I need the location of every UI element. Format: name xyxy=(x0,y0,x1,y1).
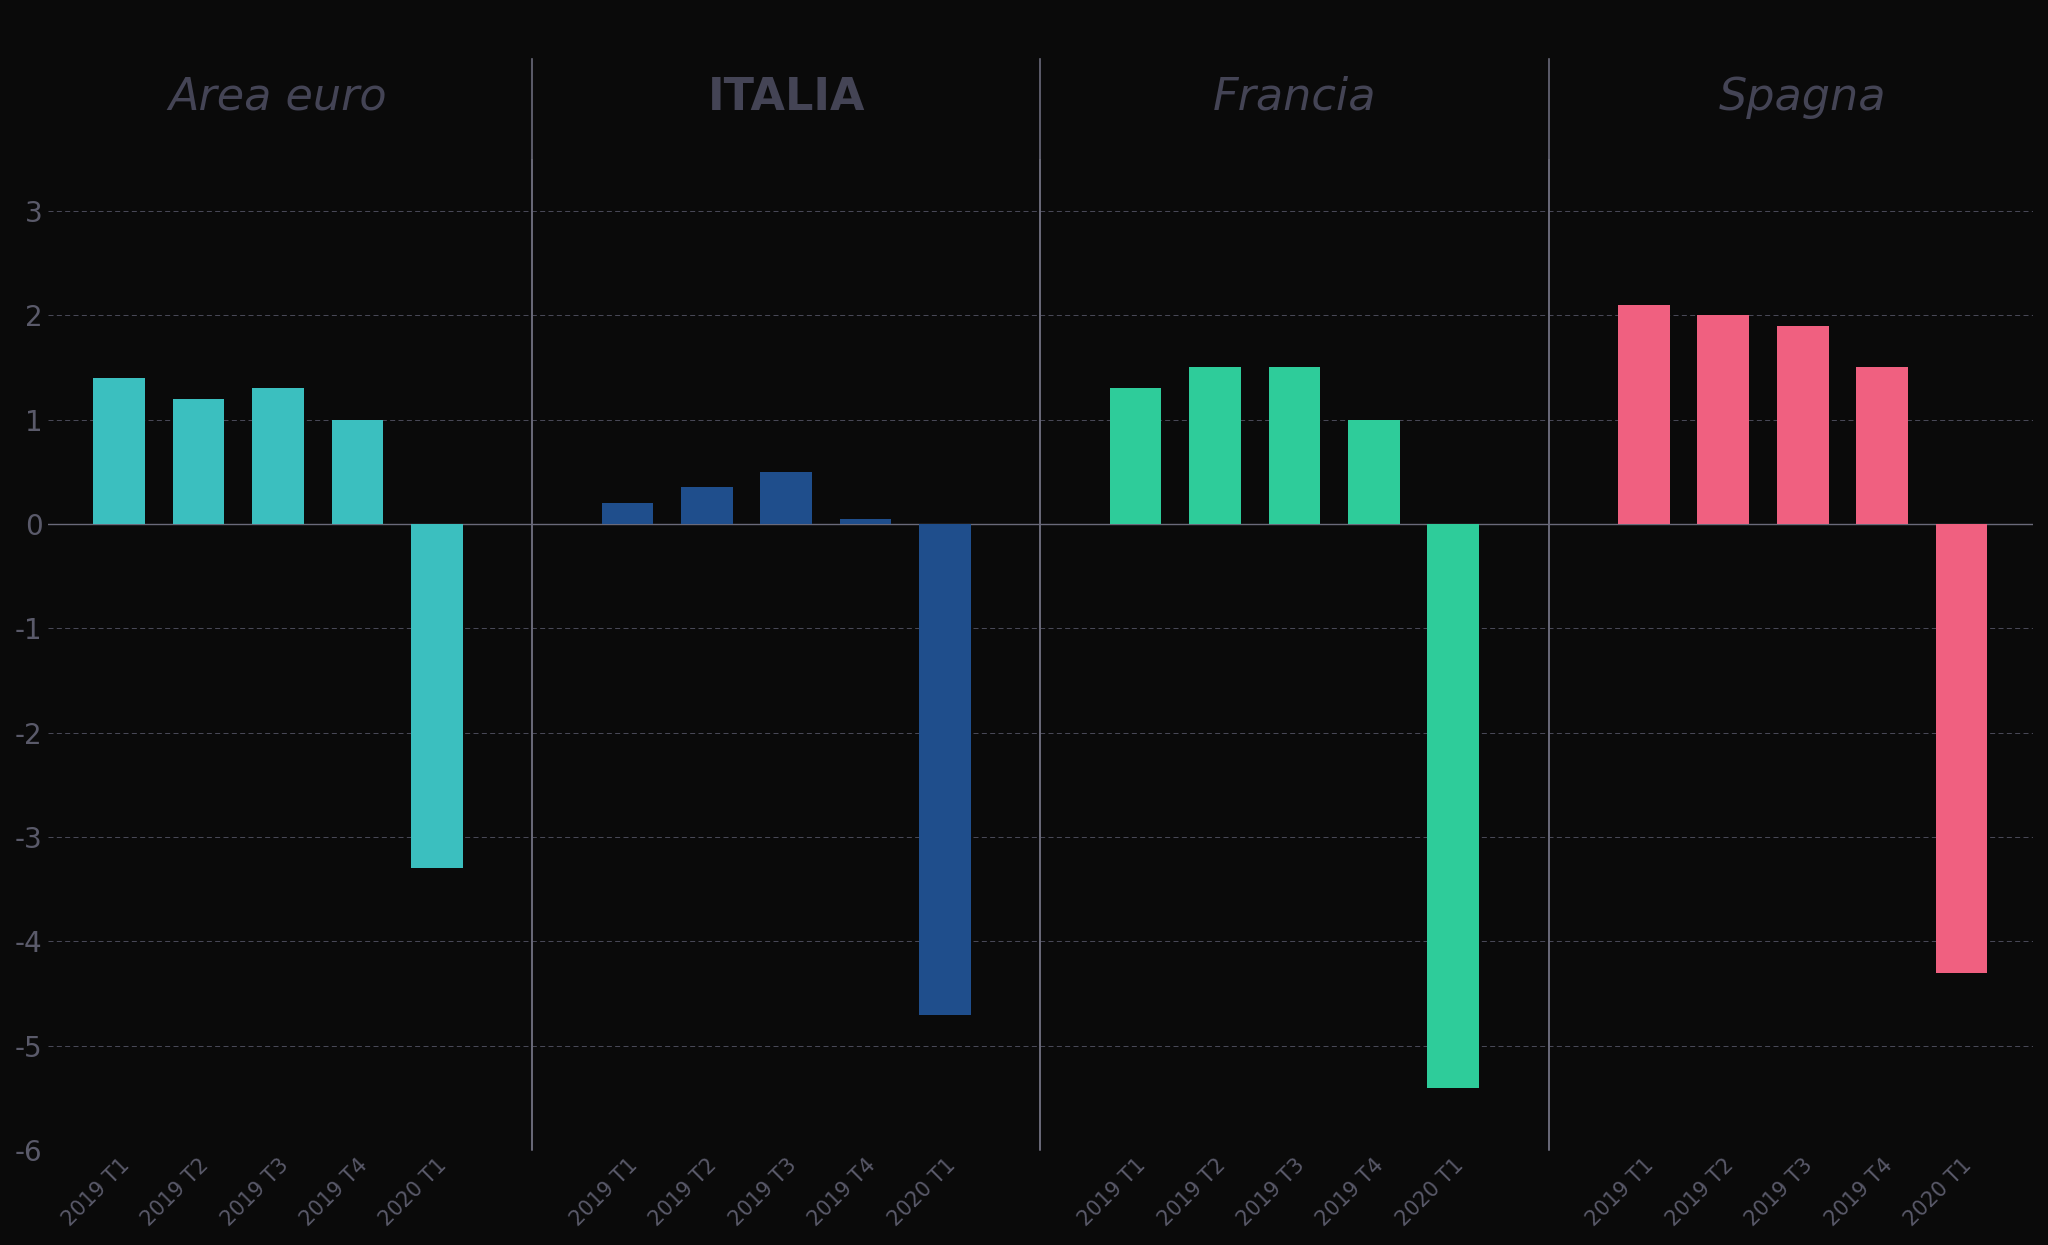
Bar xyxy=(1190,367,1241,524)
Bar xyxy=(920,524,971,1015)
Bar xyxy=(412,524,463,869)
Bar xyxy=(602,503,653,524)
Text: ITALIA: ITALIA xyxy=(707,76,864,120)
Text: Spagna: Spagna xyxy=(1718,76,1886,120)
Text: Area euro: Area euro xyxy=(168,76,387,120)
Bar xyxy=(1778,326,1829,524)
Bar xyxy=(760,472,811,524)
Bar xyxy=(1935,524,1987,972)
Bar xyxy=(172,398,225,524)
Bar xyxy=(1268,367,1321,524)
Text: Francia: Francia xyxy=(1212,76,1376,120)
Bar xyxy=(94,377,145,524)
Bar xyxy=(1427,524,1479,1088)
Bar xyxy=(840,519,891,524)
Bar xyxy=(1698,315,1749,524)
Bar xyxy=(332,420,383,524)
Bar xyxy=(1855,367,1909,524)
Bar xyxy=(1348,420,1399,524)
Bar xyxy=(252,388,303,524)
Bar xyxy=(1618,305,1669,524)
Bar xyxy=(680,487,733,524)
Bar xyxy=(1110,388,1161,524)
